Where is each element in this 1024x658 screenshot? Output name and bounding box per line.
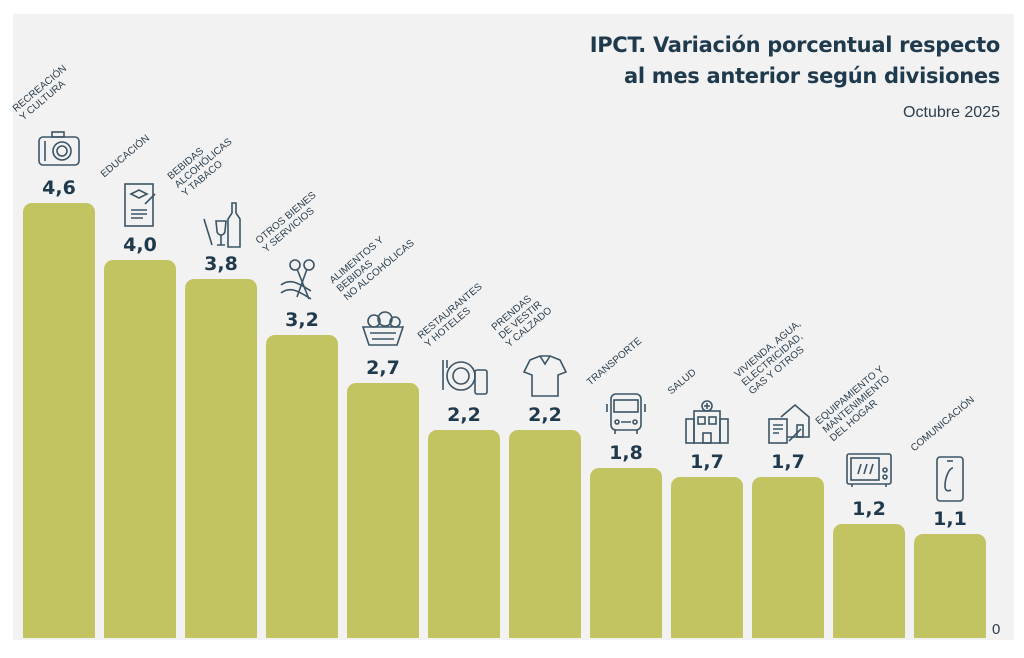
bar-annotation: BEBIDAS ALCOHÓLICAS Y TABACO 3,8	[166, 136, 257, 279]
chart-title-line-2: al mes anterior según divisiones	[624, 64, 1000, 88]
value-label: 3,8	[204, 252, 238, 275]
category-label-wrap: EQUIPAMIENTO Y MANTENIMIENTO DEL HOGAR	[814, 365, 905, 445]
bar-annotation: EDUCACIÓN 4,0	[99, 133, 176, 260]
bar-annotation: TRANSPORTE 1,8	[585, 335, 662, 468]
category-label-wrap: TRANSPORTE	[585, 335, 662, 387]
scissors-ribbon-icon	[277, 255, 327, 305]
food-basket-icon	[358, 303, 408, 353]
chart-title-line-1: IPCT. Variación porcentual respecto	[589, 33, 1001, 57]
value-label: 4,6	[42, 176, 76, 199]
value-label: 4,0	[123, 233, 157, 256]
chart-subtitle: Octubre 2025	[903, 104, 1000, 121]
bar	[671, 477, 743, 638]
bar	[104, 259, 176, 638]
value-label: 1,7	[690, 451, 724, 474]
microwave-icon	[844, 444, 894, 494]
bar	[428, 429, 500, 638]
value-label: 1,2	[852, 498, 886, 521]
diploma-icon	[115, 180, 165, 230]
category-label-wrap: VIVIENDA, AGUA, ELECTRICIDAD, GAS Y OTRO…	[733, 319, 824, 398]
bar-annotation: ALIMENTOS Y BEBIDAS NO ALCOHÓLICAS 2,7	[328, 234, 419, 383]
category-label-wrap: EDUCACIÓN	[99, 133, 176, 180]
bar-annotation: RECREACIÓN Y CULTURA 4,6	[11, 63, 95, 203]
category-label-wrap: COMUNICACIÓN	[909, 394, 986, 453]
bar	[752, 477, 824, 638]
bar-annotation: PRENDAS DE VESTIR Y CALZADO 2,2	[490, 294, 581, 430]
bottle-glass-icon	[196, 199, 246, 249]
house-document-icon	[763, 397, 813, 447]
bar-annotation: EQUIPAMIENTO Y MANTENIMIENTO DEL HOGAR 1,…	[814, 365, 905, 524]
bar	[509, 429, 581, 638]
bar	[266, 335, 338, 638]
bar	[185, 278, 257, 638]
bar-annotation: OTROS BIENES Y SERVICIOS 3,2	[254, 190, 338, 335]
value-label: 3,2	[285, 309, 319, 332]
bar-annotation: SALUD 1,7	[666, 367, 743, 477]
hospital-icon	[682, 397, 732, 447]
bar-annotation: RESTAURANTES Y HOTELES 2,2	[416, 281, 500, 430]
value-label: 2,7	[366, 356, 400, 379]
chart-title: IPCT. Variación porcentual respecto al m…	[589, 30, 1001, 92]
plate-cutlery-icon	[439, 350, 489, 400]
category-label-wrap: BEBIDAS ALCOHÓLICAS Y TABACO	[166, 136, 257, 199]
baseline-label: 0	[992, 621, 1001, 638]
value-label: 2,2	[447, 403, 481, 426]
shirt-icon	[520, 350, 570, 400]
value-label: 1,7	[771, 451, 805, 474]
bar	[914, 533, 986, 638]
value-label: 1,8	[609, 441, 643, 464]
category-label-wrap: SALUD	[666, 367, 743, 397]
bar	[23, 202, 95, 638]
bar	[347, 382, 419, 638]
category-label-wrap: ALIMENTOS Y BEBIDAS NO ALCOHÓLICAS	[328, 234, 419, 302]
bar	[833, 524, 905, 638]
value-label: 2,2	[528, 403, 562, 426]
category-label-wrap: RESTAURANTES Y HOTELES	[416, 281, 500, 350]
bar-annotation: VIVIENDA, AGUA, ELECTRICIDAD, GAS Y OTRO…	[733, 319, 824, 477]
camera-icon	[34, 123, 84, 173]
bus-icon	[601, 388, 651, 438]
category-label-wrap: PRENDAS DE VESTIR Y CALZADO	[490, 294, 581, 350]
bar-annotation: COMUNICACIÓN 1,1	[909, 394, 986, 534]
category-label-wrap: RECREACIÓN Y CULTURA	[11, 63, 95, 123]
bar	[590, 467, 662, 638]
phone-icon	[925, 454, 975, 504]
category-label-wrap: OTROS BIENES Y SERVICIOS	[254, 190, 338, 255]
value-label: 1,1	[933, 507, 967, 530]
